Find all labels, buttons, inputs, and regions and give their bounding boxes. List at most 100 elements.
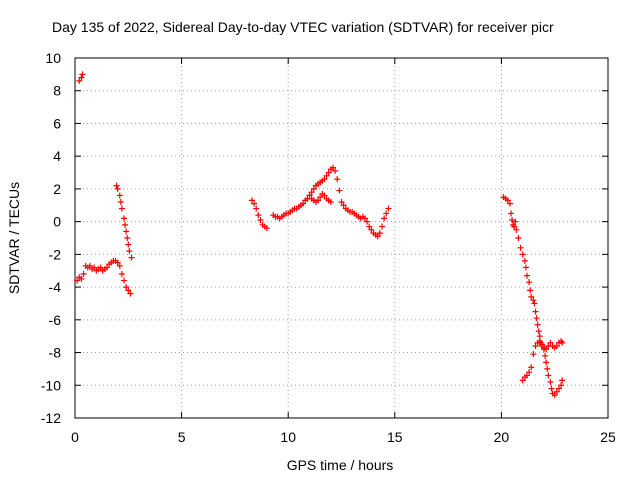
data-point <box>118 271 125 277</box>
data-point <box>91 264 98 271</box>
data-point <box>522 264 529 271</box>
data-point <box>544 365 551 372</box>
data-point <box>526 369 533 376</box>
data-point <box>338 199 345 205</box>
data-point <box>545 372 552 379</box>
data-point <box>332 167 339 174</box>
data-point <box>114 259 121 266</box>
data-point <box>538 341 545 348</box>
series-seg-b <box>113 182 135 261</box>
data-point <box>368 226 375 233</box>
data-point <box>553 343 560 349</box>
data-point <box>114 185 121 192</box>
data-point <box>123 228 130 235</box>
y-tick-label: -10 <box>41 377 61 393</box>
data-point <box>122 221 129 228</box>
data-point <box>555 385 562 392</box>
data-point <box>263 225 270 232</box>
x-tick-label: 20 <box>494 429 510 445</box>
y-tick-label: -4 <box>49 279 62 295</box>
axis-ticks: 0 5 10 15 20 25 -12 -10 -8 -6 -4 -2 0 2 4 6 8 10 <box>41 50 616 445</box>
data-point <box>526 279 533 286</box>
data-point <box>126 248 133 255</box>
x-tick-label: 5 <box>178 429 186 445</box>
data-point <box>336 187 343 194</box>
data-point <box>327 199 334 205</box>
data-point <box>125 241 132 248</box>
x-tick-label: 10 <box>280 429 296 445</box>
data-point <box>530 297 537 304</box>
data-point <box>308 189 315 196</box>
x-tick-label: 15 <box>387 429 403 445</box>
data-point <box>519 377 526 384</box>
data-point <box>321 176 328 183</box>
y-tick-label: 10 <box>45 50 61 66</box>
y-tick-label: 6 <box>53 115 61 131</box>
data-point <box>124 235 131 241</box>
data-point <box>381 215 388 222</box>
data-point <box>113 182 120 189</box>
data-point <box>521 257 528 264</box>
data-point <box>559 339 566 346</box>
data-point <box>547 339 554 346</box>
data-point <box>310 185 317 192</box>
data-point <box>512 218 519 225</box>
data-point <box>559 377 566 384</box>
data-point <box>523 272 530 279</box>
data-point <box>306 192 313 199</box>
data-point <box>527 287 534 294</box>
data-point <box>255 212 262 219</box>
data-point <box>507 210 514 217</box>
data-point <box>385 205 392 212</box>
data-point <box>117 199 124 205</box>
x-tick-label: 25 <box>600 429 616 445</box>
data-point <box>76 77 83 84</box>
data-point <box>551 392 558 399</box>
plot-frame <box>74 57 609 419</box>
data-point <box>558 382 565 389</box>
data-point <box>364 218 371 225</box>
data-point <box>116 192 123 199</box>
data-point <box>251 200 258 207</box>
data-point <box>535 328 542 335</box>
data-point <box>125 287 132 294</box>
data-point <box>121 277 128 284</box>
data-point <box>532 343 539 349</box>
data-point <box>528 293 535 300</box>
y-tick-label: -2 <box>49 246 62 262</box>
data-point <box>534 321 541 328</box>
data-point <box>553 388 560 395</box>
data-point <box>366 223 373 230</box>
data-point <box>533 315 540 322</box>
data-point <box>361 215 368 222</box>
x-tick-label: 0 <box>71 429 79 445</box>
data-point <box>334 176 341 183</box>
y-tick-label: -8 <box>49 345 62 361</box>
data-point <box>548 385 555 392</box>
data-point <box>78 275 85 282</box>
data-point <box>103 264 110 271</box>
y-tick-label: 2 <box>53 181 61 197</box>
data-point <box>116 262 123 269</box>
data-point <box>509 217 516 223</box>
data-points <box>74 71 566 399</box>
data-point <box>329 164 336 171</box>
series-seg-e <box>306 190 334 205</box>
data-point <box>121 215 128 222</box>
data-point <box>257 217 264 223</box>
series-seg-f <box>500 194 566 399</box>
data-point <box>547 379 554 385</box>
data-point <box>374 233 381 240</box>
chart-title: Day 135 of 2022, Sidereal Day-to-day VTE… <box>52 19 554 35</box>
y-tick-label: 0 <box>53 214 61 230</box>
data-point <box>530 351 537 358</box>
data-point <box>528 364 535 371</box>
data-point <box>86 262 93 269</box>
data-point <box>123 284 130 291</box>
data-point <box>511 223 518 230</box>
data-point <box>536 338 543 345</box>
data-point <box>340 202 347 209</box>
y-tick-label: 8 <box>53 83 61 99</box>
data-point <box>248 197 255 204</box>
